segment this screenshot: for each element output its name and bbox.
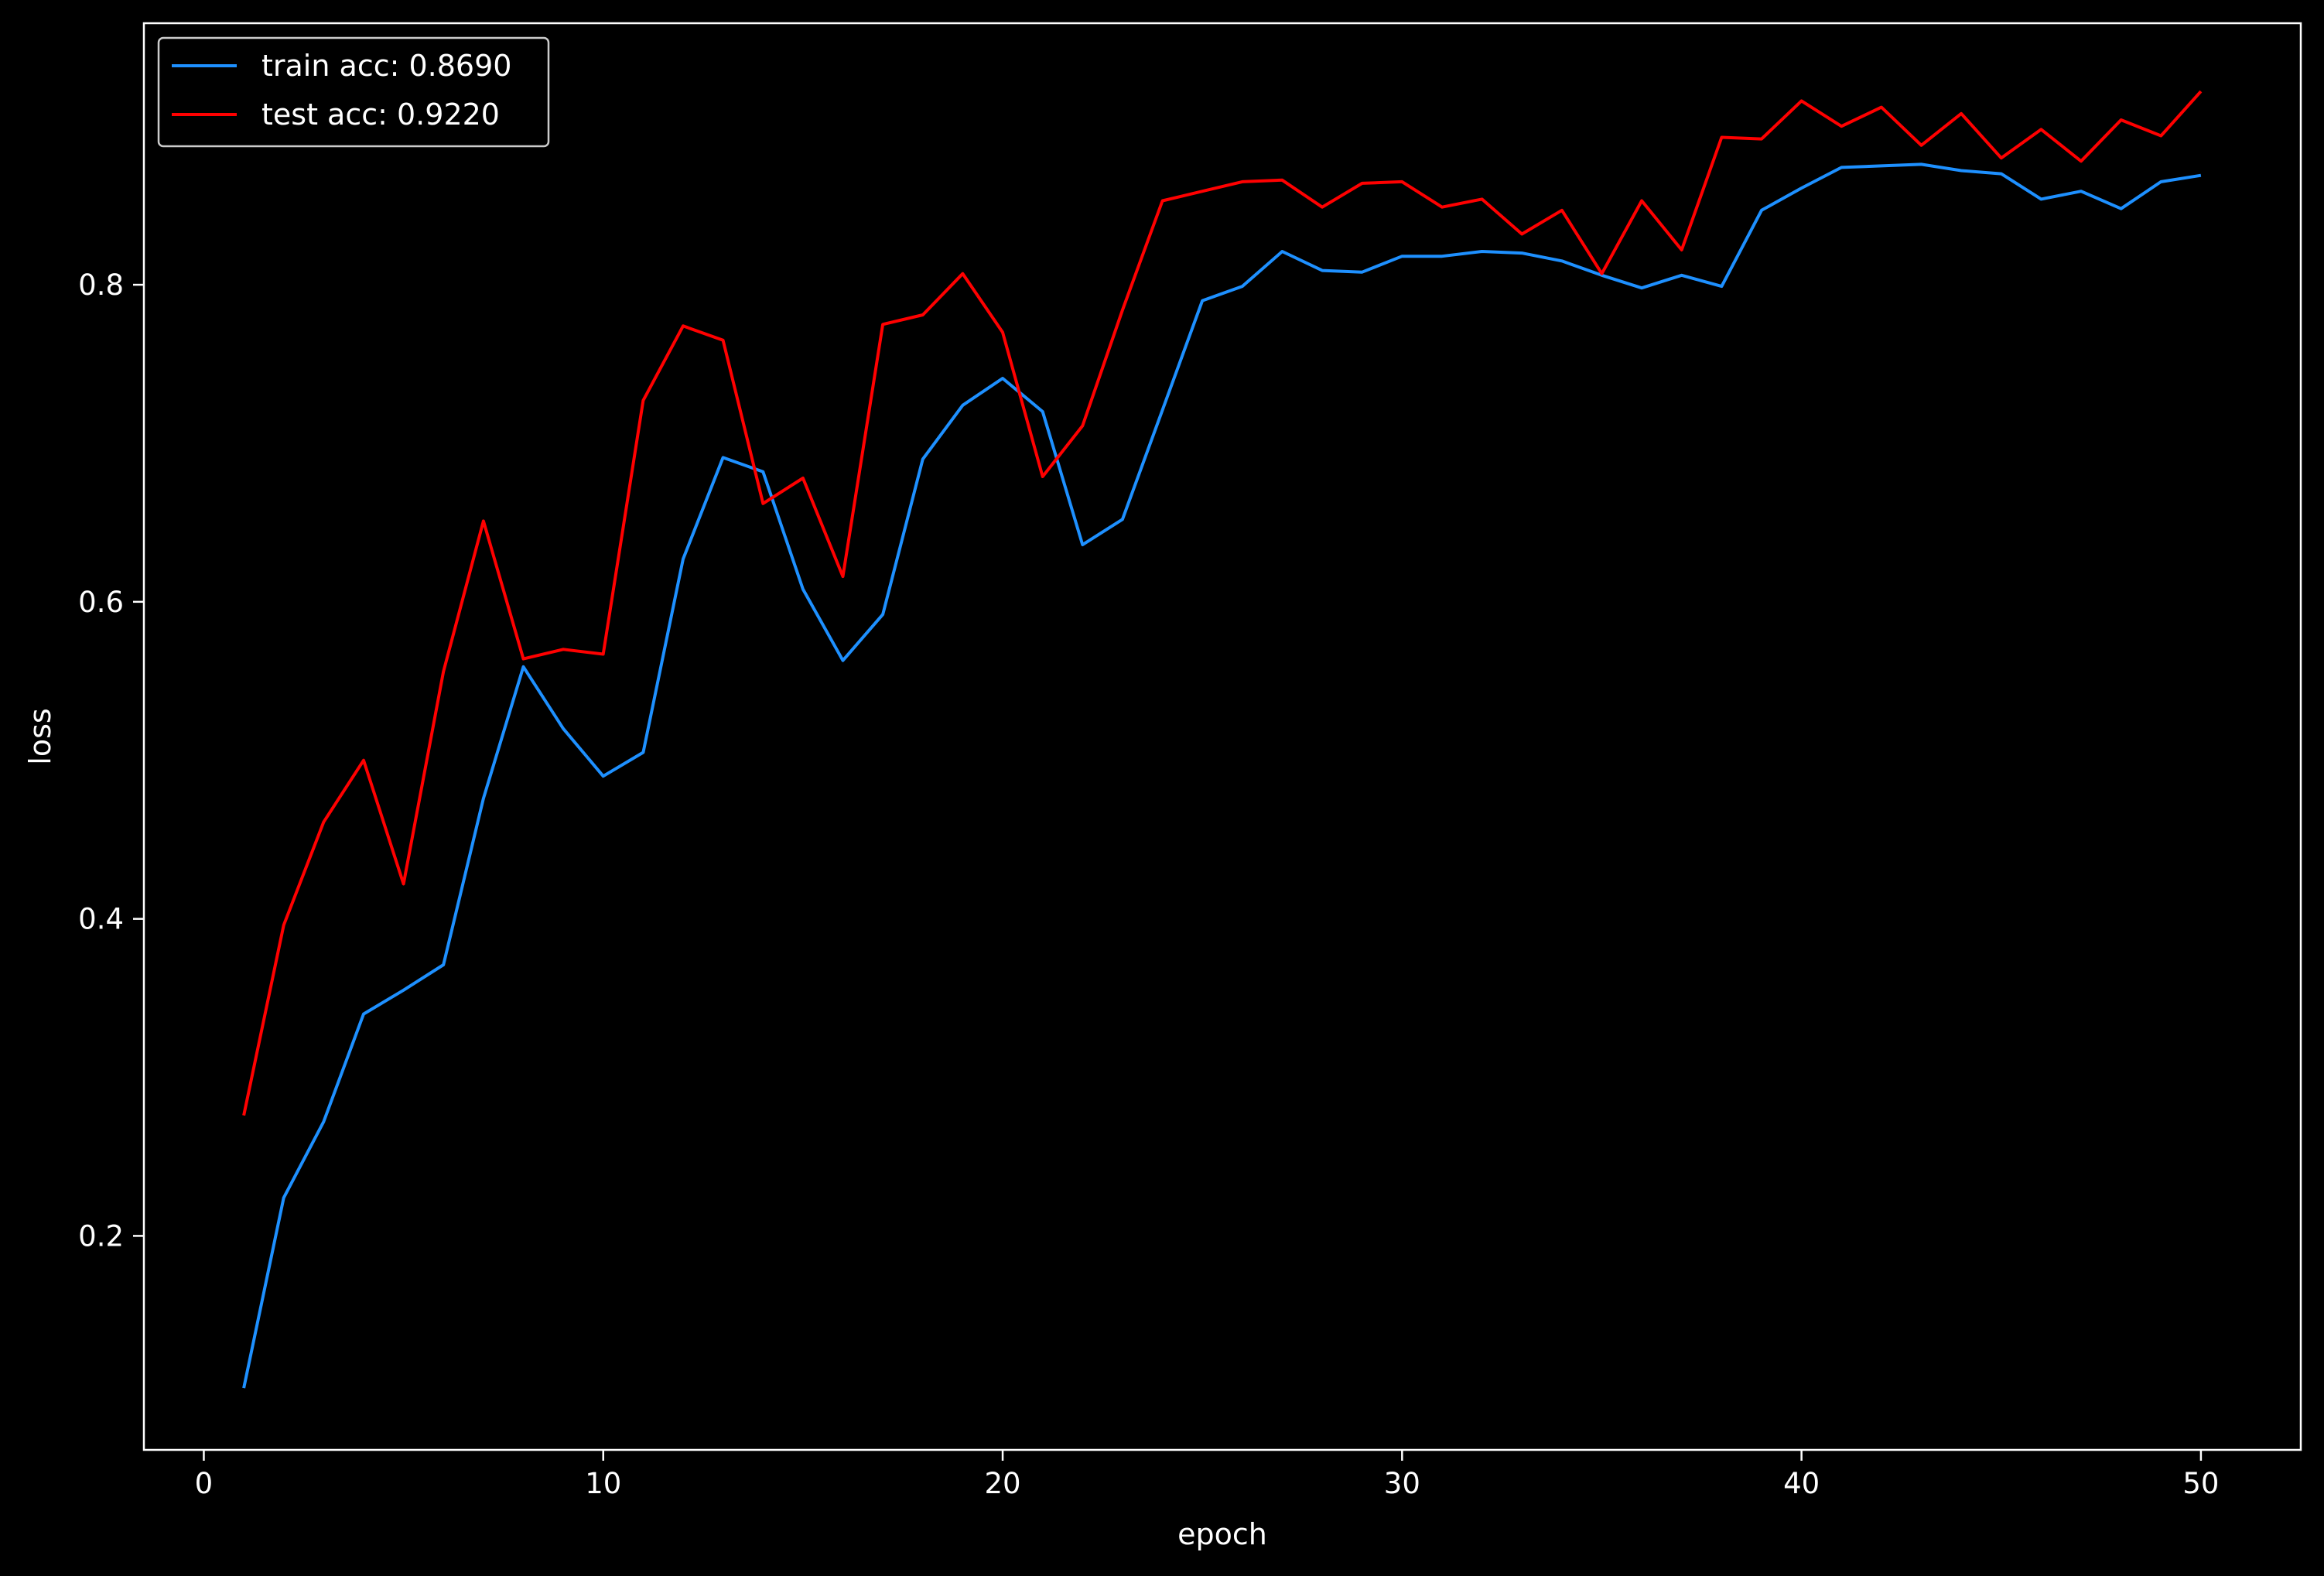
x-tick-label: 40 xyxy=(1783,1467,1820,1500)
series-layer xyxy=(242,90,2203,1389)
x-axis-label: epoch xyxy=(1177,1517,1267,1551)
y-tick-label: 0.4 xyxy=(78,903,124,936)
x-axis-ticks: 0 10 20 30 40 50 xyxy=(195,1450,2219,1500)
legend-box xyxy=(157,36,550,148)
x-tick-label: 50 xyxy=(2182,1467,2219,1500)
series-line-1 xyxy=(242,90,2203,1116)
legend-label-train: train acc: 0.8690 xyxy=(261,49,511,83)
legend: train acc: 0.8690 test acc: 0.9220 xyxy=(157,36,550,148)
y-tick-label: 0.2 xyxy=(78,1219,124,1253)
y-axis-label: loss xyxy=(23,708,57,764)
series-line-0 xyxy=(242,162,2202,1389)
x-tick-label: 30 xyxy=(1384,1467,1420,1500)
plot-frame xyxy=(142,22,2302,1451)
y-axis-ticks: 0.2 0.4 0.6 0.8 xyxy=(78,268,144,1253)
x-tick-label: 0 xyxy=(195,1467,214,1500)
y-tick-label: 0.6 xyxy=(78,586,124,619)
x-tick-label: 10 xyxy=(585,1467,621,1500)
legend-label-test: test acc: 0.9220 xyxy=(261,97,500,132)
x-tick-label: 20 xyxy=(984,1467,1020,1500)
y-tick-label: 0.8 xyxy=(78,268,124,302)
